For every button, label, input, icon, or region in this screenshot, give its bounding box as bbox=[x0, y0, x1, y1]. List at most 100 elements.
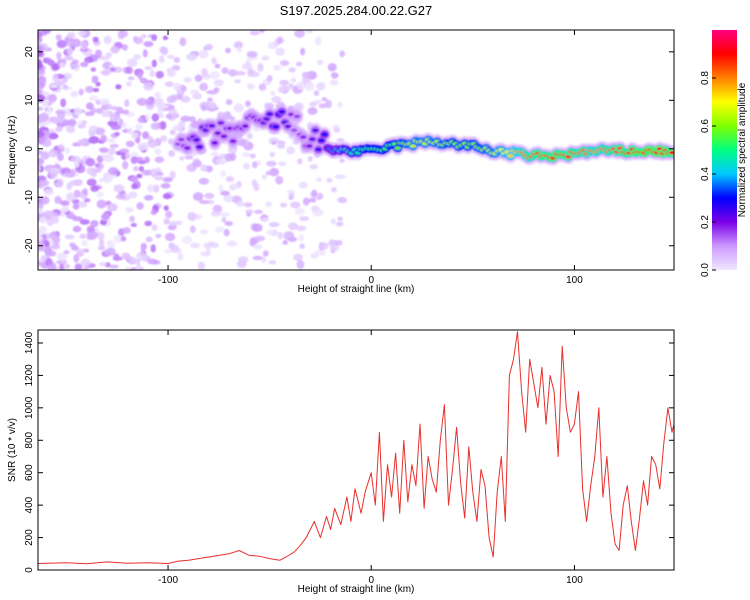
heatmap-cell bbox=[262, 250, 269, 257]
heatmap-cell bbox=[166, 95, 176, 104]
heatmap-cell bbox=[270, 90, 276, 96]
colorbar-tick-label: 0.2 bbox=[700, 215, 711, 229]
heatmap-cell bbox=[54, 79, 65, 87]
heatmap-cell bbox=[277, 161, 287, 167]
heatmap-cell bbox=[99, 239, 105, 248]
heatmap-cell bbox=[110, 124, 122, 131]
snr-ylabel: SNR (10 * v/v) bbox=[7, 418, 18, 482]
heatmap-cell bbox=[282, 239, 288, 245]
heatmap-cell bbox=[124, 152, 131, 160]
heatmap-cell bbox=[186, 53, 198, 61]
heatmap-cell bbox=[163, 218, 170, 225]
heatmap-cell bbox=[178, 137, 185, 142]
heatmap-cell bbox=[253, 209, 264, 215]
heatmap-cell bbox=[38, 157, 45, 166]
heatmap-cell bbox=[192, 192, 204, 201]
heatmap-cell bbox=[81, 239, 88, 247]
heatmap-cell bbox=[126, 81, 132, 87]
heatmap-cell bbox=[124, 99, 130, 108]
heatmap-cell bbox=[394, 146, 401, 150]
heatmap-cell bbox=[334, 239, 343, 246]
heatmap-cell bbox=[135, 123, 144, 130]
heatmap-cell bbox=[299, 135, 307, 139]
heatmap-cell bbox=[76, 139, 87, 146]
heatmap-cell bbox=[99, 147, 109, 153]
heatmap-cell bbox=[140, 243, 147, 253]
heatmap-cell bbox=[59, 62, 66, 69]
heatmap-cell bbox=[145, 236, 153, 243]
heatmap-cell bbox=[198, 177, 210, 185]
heatmap-cell bbox=[298, 234, 305, 242]
heatmap-cell bbox=[136, 97, 148, 106]
heatmap-cell bbox=[94, 49, 102, 59]
heatmap-cell bbox=[63, 56, 74, 61]
snr-ytick-label: 0 bbox=[24, 567, 35, 573]
heatmap-cell bbox=[96, 199, 107, 209]
heatmap-cell bbox=[54, 196, 62, 204]
heatmap-cell bbox=[39, 179, 50, 187]
heatmap-cell bbox=[63, 250, 70, 255]
heatmap-cell bbox=[38, 81, 45, 88]
heatmap-cell bbox=[272, 125, 279, 129]
heatmap-cell bbox=[171, 65, 181, 71]
heatmap-cell bbox=[306, 144, 313, 148]
heatmap-xtick-label: 0 bbox=[368, 275, 374, 286]
heatmap-ytick-label: 0 bbox=[24, 146, 35, 152]
heatmap-cell bbox=[109, 143, 119, 148]
heatmap-cell bbox=[84, 111, 95, 117]
heatmap-cell bbox=[238, 256, 249, 264]
heatmap-cell bbox=[313, 90, 320, 97]
heatmap-cell bbox=[162, 35, 169, 41]
heatmap-cell bbox=[152, 184, 160, 193]
heatmap-cell bbox=[159, 135, 168, 143]
heatmap-cell bbox=[150, 122, 161, 130]
chart-title: S197.2025.284.00.22.G27 bbox=[280, 3, 433, 18]
heatmap-cell bbox=[133, 37, 144, 45]
heatmap-cell bbox=[177, 251, 184, 261]
heatmap-cell bbox=[126, 256, 136, 263]
heatmap-cell bbox=[151, 59, 158, 68]
heatmap-cell bbox=[107, 138, 116, 143]
heatmap-cell bbox=[265, 160, 277, 167]
heatmap-cell bbox=[39, 215, 46, 224]
heatmap-cell bbox=[268, 260, 277, 265]
heatmap-cell bbox=[113, 235, 124, 243]
heatmap-cell bbox=[66, 46, 73, 56]
heatmap-cell bbox=[64, 234, 75, 240]
heatmap-cell bbox=[94, 163, 101, 168]
heatmap-cell bbox=[94, 227, 100, 234]
heatmap-cell bbox=[80, 61, 89, 68]
heatmap-cell bbox=[133, 54, 141, 60]
heatmap-cell bbox=[236, 181, 242, 189]
heatmap-cell bbox=[302, 197, 310, 206]
heatmap-cell bbox=[133, 165, 139, 172]
heatmap-cell bbox=[38, 36, 43, 44]
heatmap-cell bbox=[60, 98, 67, 108]
heatmap-cell bbox=[169, 170, 176, 179]
heatmap-cell bbox=[71, 199, 80, 204]
heatmap-cell bbox=[242, 162, 250, 170]
heatmap-cell bbox=[194, 74, 203, 82]
heatmap-xtick-label: 100 bbox=[566, 275, 583, 286]
heatmap-ylabel: Frequency (Hz) bbox=[7, 116, 18, 185]
colorbar-gradient bbox=[712, 30, 737, 270]
snr-xtick-label: 100 bbox=[566, 575, 583, 586]
heatmap-cell bbox=[223, 111, 232, 121]
heatmap-cell bbox=[225, 99, 233, 106]
heatmap-cell bbox=[266, 75, 273, 82]
heatmap-cell bbox=[322, 242, 329, 250]
heatmap-cell bbox=[70, 155, 81, 163]
heatmap-cell bbox=[331, 186, 337, 193]
heatmap-cell bbox=[47, 264, 57, 270]
heatmap-cell bbox=[97, 245, 106, 251]
heatmap-cell bbox=[159, 46, 168, 54]
heatmap-cell bbox=[336, 221, 344, 227]
heatmap-cell bbox=[284, 124, 292, 129]
heatmap-cell bbox=[301, 71, 311, 79]
heatmap-cell bbox=[183, 77, 192, 83]
heatmap-cell bbox=[78, 88, 84, 96]
heatmap-cell bbox=[106, 203, 118, 212]
heatmap-cell bbox=[142, 169, 152, 176]
heatmap-cell bbox=[80, 258, 91, 268]
